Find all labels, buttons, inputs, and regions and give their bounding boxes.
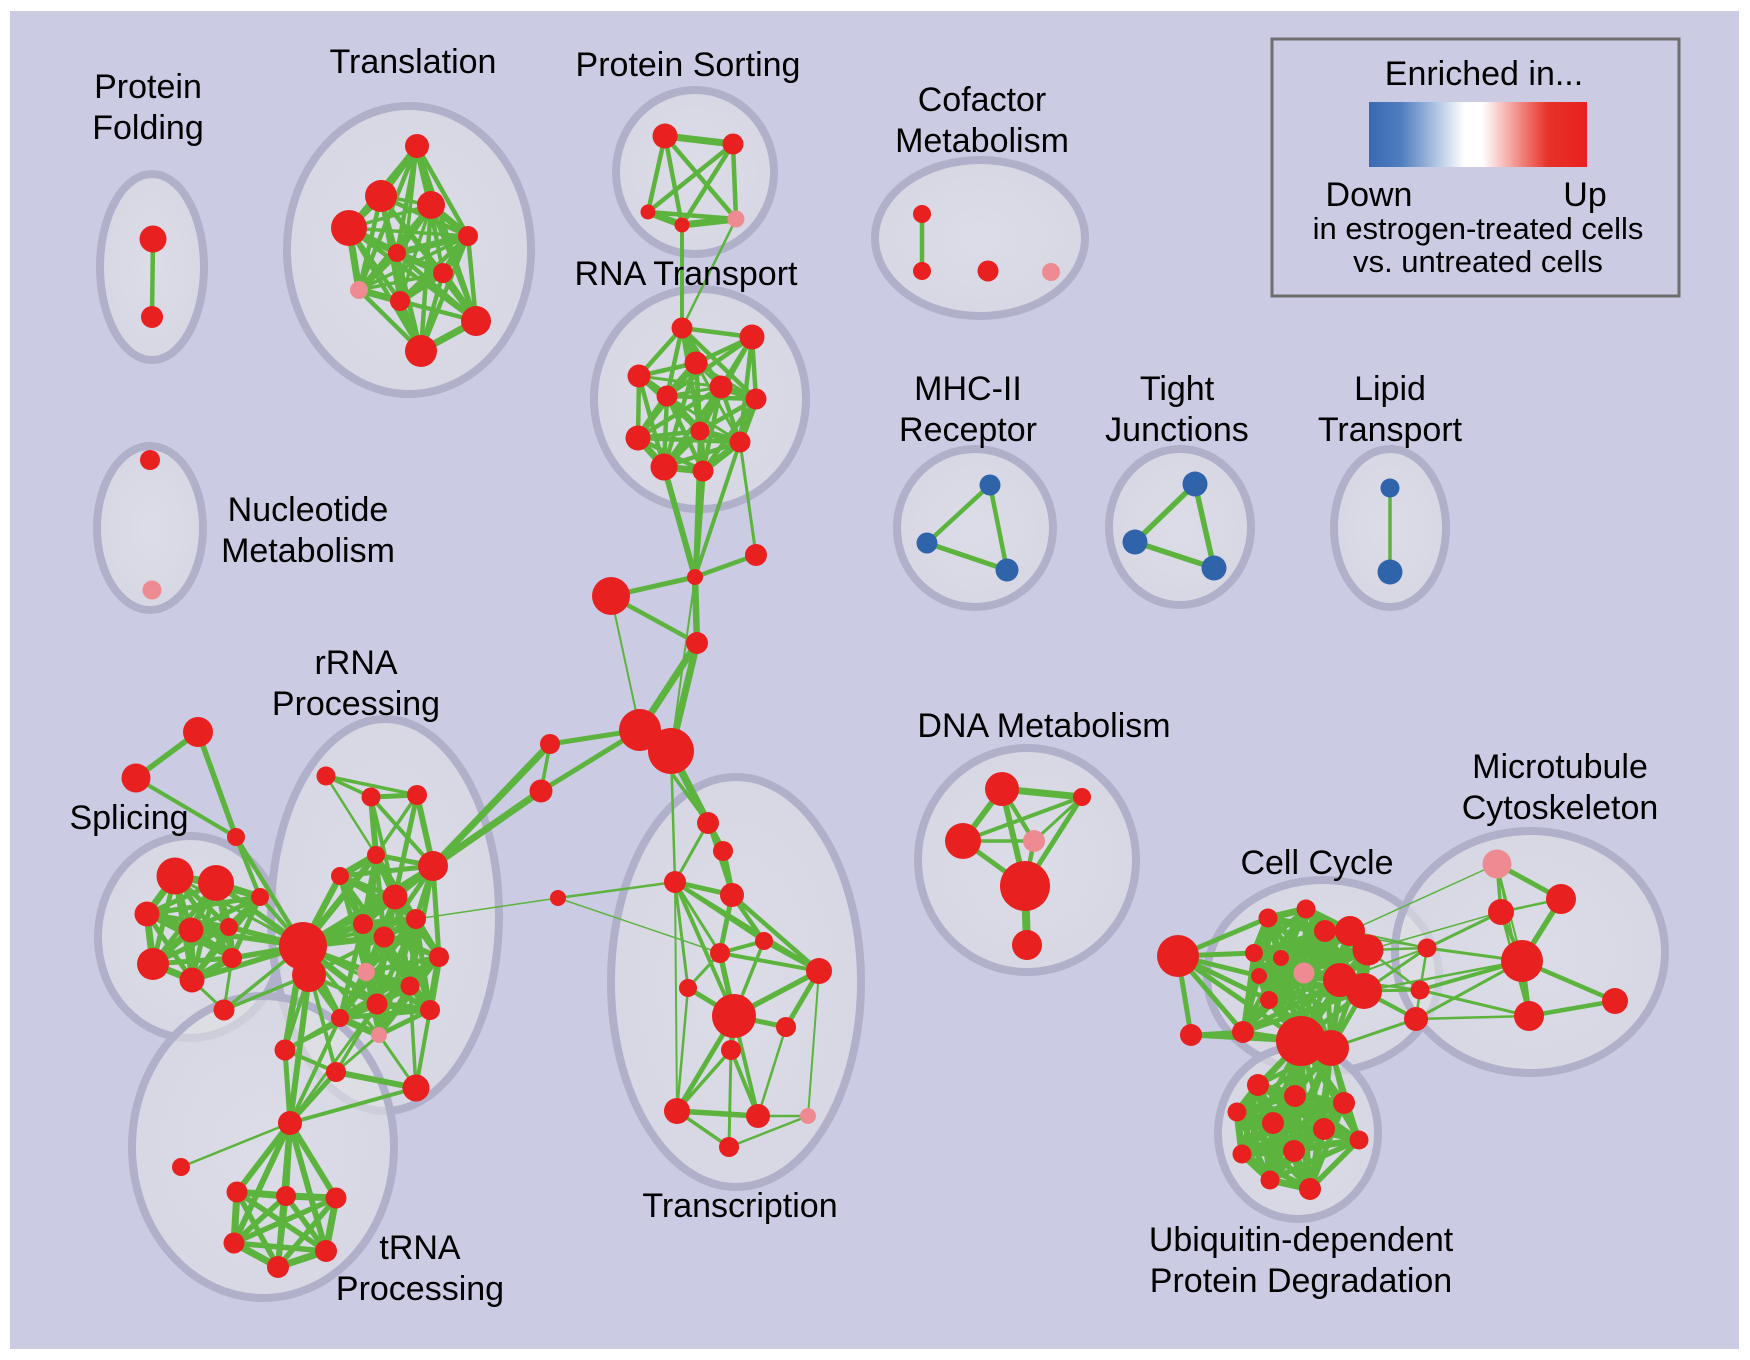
svg-text:Metabolism: Metabolism [221,532,395,570]
svg-text:Enriched in...: Enriched in... [1385,55,1583,93]
svg-text:Processing: Processing [336,1270,504,1308]
svg-text:Microtubule: Microtubule [1472,748,1648,786]
svg-text:Translation: Translation [330,43,497,81]
svg-text:in estrogen-treated cells: in estrogen-treated cells [1313,211,1644,246]
svg-text:Transcription: Transcription [642,1187,837,1225]
svg-text:Down: Down [1326,176,1413,214]
svg-text:tRNA: tRNA [379,1229,461,1267]
svg-text:Processing: Processing [272,685,440,723]
svg-text:Protein: Protein [94,68,202,106]
svg-text:Junctions: Junctions [1105,411,1249,449]
svg-text:Protein Degradation: Protein Degradation [1150,1262,1452,1300]
svg-text:Protein Sorting: Protein Sorting [576,46,801,84]
svg-text:Up: Up [1563,176,1606,214]
svg-text:Transport: Transport [1318,411,1463,449]
svg-text:Ubiquitin-dependent: Ubiquitin-dependent [1149,1221,1454,1259]
svg-text:RNA Transport: RNA Transport [575,255,799,293]
svg-text:Nucleotide: Nucleotide [228,491,389,529]
svg-text:Receptor: Receptor [899,411,1037,449]
svg-text:DNA Metabolism: DNA Metabolism [917,707,1170,745]
svg-text:Lipid: Lipid [1354,370,1426,408]
svg-text:MHC-II: MHC-II [914,370,1022,408]
svg-text:Splicing: Splicing [69,799,188,837]
svg-text:Tight: Tight [1140,370,1215,408]
svg-text:Folding: Folding [92,109,204,147]
svg-text:vs. untreated cells: vs. untreated cells [1353,244,1603,279]
svg-text:Cytoskeleton: Cytoskeleton [1462,789,1659,827]
svg-text:Metabolism: Metabolism [895,122,1069,160]
svg-text:Cofactor: Cofactor [918,81,1047,119]
svg-text:Cell Cycle: Cell Cycle [1240,844,1393,882]
svg-text:rRNA: rRNA [314,644,397,682]
